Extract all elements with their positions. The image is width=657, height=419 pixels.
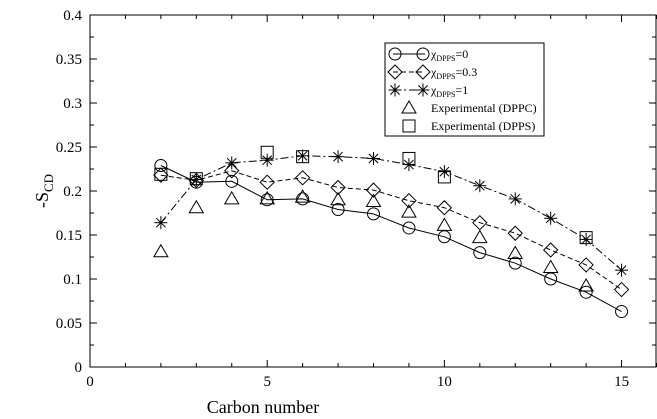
legend-label: χDPPS=0.3 xyxy=(430,65,477,81)
data-point xyxy=(402,151,416,165)
data-point xyxy=(153,167,169,183)
data-point xyxy=(508,192,522,206)
data-point xyxy=(579,231,593,245)
data-point xyxy=(259,190,276,205)
data-point xyxy=(508,256,522,270)
data-point xyxy=(473,179,487,193)
data-point xyxy=(471,229,488,244)
data-point xyxy=(613,281,630,298)
data-point xyxy=(437,170,451,184)
plot-frame xyxy=(89,14,657,368)
y-axis-title: -SCD xyxy=(32,174,56,208)
data-point xyxy=(330,191,346,206)
data-point xyxy=(188,172,205,189)
data-point xyxy=(473,246,487,260)
data-point xyxy=(507,225,523,241)
data-point xyxy=(330,179,346,196)
data-point xyxy=(437,165,451,179)
x-axis-title: Carbon number xyxy=(207,397,319,417)
y-tick-label: 0 xyxy=(75,360,83,376)
data-point xyxy=(294,189,311,203)
series-line xyxy=(160,155,622,271)
data-point xyxy=(415,64,431,80)
y-tick-label: 0.4 xyxy=(63,8,82,24)
data-point xyxy=(542,259,559,274)
data-point xyxy=(579,285,593,299)
data-point xyxy=(436,200,453,216)
data-point xyxy=(189,173,203,187)
y-tick-label: 0.2 xyxy=(63,184,82,200)
data-point xyxy=(188,199,205,214)
data-point xyxy=(402,119,416,133)
data-point xyxy=(615,263,629,277)
data-point xyxy=(416,83,430,97)
data-point xyxy=(401,192,417,209)
data-point xyxy=(154,167,168,181)
data-point xyxy=(401,100,417,114)
y-tick-label: 0.1 xyxy=(63,272,82,288)
y-tick-label: 0.15 xyxy=(56,228,82,244)
data-point xyxy=(365,182,382,198)
data-point xyxy=(436,217,453,231)
data-point xyxy=(260,145,274,159)
data-point xyxy=(225,174,239,188)
x-tick-label: 10 xyxy=(437,374,452,390)
series-line xyxy=(160,170,622,291)
data-point xyxy=(260,153,274,167)
data-point xyxy=(402,221,416,235)
data-point xyxy=(388,47,402,61)
x-tick-label: 0 xyxy=(86,374,94,390)
y-tick-label: 0.05 xyxy=(56,316,82,332)
y-tick-label: 0.25 xyxy=(56,140,82,156)
data-point xyxy=(189,172,203,186)
data-point xyxy=(259,174,275,190)
y-tick-label: 0.35 xyxy=(56,52,82,68)
legend-label: χDPPS=0 xyxy=(430,47,468,63)
data-point xyxy=(260,193,274,207)
data-point xyxy=(544,211,558,225)
data-point xyxy=(542,242,559,258)
data-point xyxy=(223,190,240,205)
data-point xyxy=(367,151,380,165)
data-point xyxy=(387,64,403,80)
data-point xyxy=(154,158,168,172)
data-point xyxy=(367,207,380,221)
x-tick-label: 15 xyxy=(614,374,629,390)
data-point xyxy=(388,83,402,97)
legend-label: Experimental (DPPS) xyxy=(431,119,535,133)
data-point xyxy=(578,278,594,292)
data-point xyxy=(615,305,629,319)
data-point xyxy=(153,243,169,258)
data-point xyxy=(331,202,345,216)
data-point xyxy=(507,245,524,259)
data-point xyxy=(331,150,345,164)
data-point xyxy=(296,192,310,206)
data-point xyxy=(296,149,310,163)
y-tick-label: 0.3 xyxy=(63,96,82,112)
legend-label: Experimental (DPPC) xyxy=(431,101,537,115)
data-point xyxy=(401,204,417,218)
data-point xyxy=(224,163,240,179)
data-point xyxy=(578,257,594,273)
data-point xyxy=(296,150,310,164)
x-tick-label: 5 xyxy=(263,374,271,390)
legend-label: χDPPS=1 xyxy=(430,83,468,99)
data-point xyxy=(294,170,311,186)
data-point xyxy=(365,193,382,208)
data-point xyxy=(225,156,239,170)
data-point xyxy=(154,216,168,230)
data-point xyxy=(416,47,430,61)
